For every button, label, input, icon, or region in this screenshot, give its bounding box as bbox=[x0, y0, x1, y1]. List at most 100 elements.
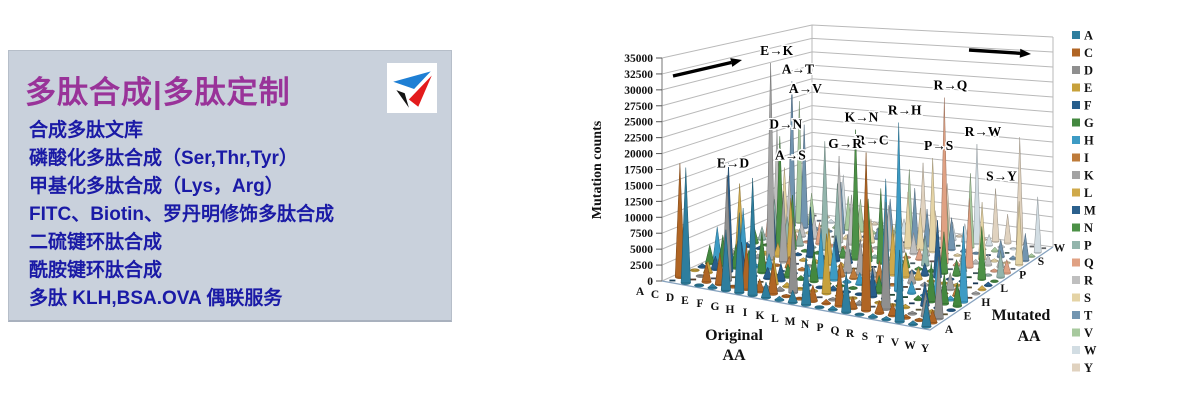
original-aa-letter: V bbox=[891, 337, 900, 349]
cone bbox=[795, 274, 807, 280]
legend-swatch bbox=[1072, 346, 1080, 354]
cone bbox=[1003, 214, 1012, 244]
legend-label: C bbox=[1084, 46, 1093, 60]
mutated-aa-letter: A bbox=[945, 324, 954, 336]
legend-item: R bbox=[1072, 274, 1094, 288]
cone bbox=[874, 299, 885, 314]
cone bbox=[694, 284, 704, 286]
company-logo bbox=[387, 63, 437, 113]
y-tick-label: 17500 bbox=[624, 165, 653, 177]
y-tick-label: 25000 bbox=[624, 117, 653, 129]
cone bbox=[989, 268, 1000, 272]
legend-item: N bbox=[1072, 221, 1093, 235]
legend-label: Q bbox=[1084, 256, 1094, 270]
legend-item: Q bbox=[1072, 256, 1094, 270]
legend-label: W bbox=[1084, 344, 1097, 358]
cone bbox=[781, 293, 792, 297]
original-aa-letter: D bbox=[666, 292, 674, 304]
cone bbox=[697, 263, 708, 268]
legend-label: E bbox=[1084, 81, 1092, 95]
cone bbox=[977, 226, 987, 280]
legend-item: Y bbox=[1072, 361, 1093, 375]
original-aa-letter: F bbox=[696, 298, 703, 310]
legend-label: M bbox=[1084, 204, 1096, 218]
cone bbox=[903, 191, 913, 249]
cone bbox=[680, 167, 691, 284]
cone bbox=[880, 315, 892, 320]
cone bbox=[874, 275, 884, 293]
peak-label: R→W bbox=[965, 124, 1002, 139]
legend-swatch bbox=[1072, 118, 1080, 127]
cone bbox=[826, 218, 836, 223]
cone bbox=[991, 188, 1000, 242]
legend-swatch bbox=[1072, 136, 1080, 144]
legend-item: S bbox=[1072, 291, 1091, 305]
cone bbox=[926, 262, 936, 302]
legend-swatch bbox=[1072, 188, 1080, 197]
legend-label: R bbox=[1084, 274, 1094, 288]
cone bbox=[973, 144, 981, 244]
legend-item: P bbox=[1072, 239, 1092, 253]
legend-swatch bbox=[1072, 293, 1080, 302]
legend-swatch bbox=[1072, 276, 1080, 284]
cone bbox=[766, 63, 776, 260]
cone bbox=[970, 290, 982, 294]
cone bbox=[821, 233, 832, 294]
original-aa-letter: G bbox=[711, 301, 720, 313]
service-item: 甲基化多肽合成（Lys，Arg） bbox=[29, 176, 284, 197]
logo-triangle-red bbox=[408, 75, 432, 107]
cone bbox=[990, 279, 999, 282]
cone bbox=[851, 129, 860, 260]
original-aa-title: AA bbox=[722, 347, 746, 364]
legend-label: H bbox=[1084, 134, 1094, 148]
peak-label: R→C bbox=[856, 132, 889, 147]
cone bbox=[952, 258, 961, 276]
legend-item: L bbox=[1072, 186, 1092, 200]
mutated-aa-letter: P bbox=[1019, 270, 1026, 282]
legend-label: A bbox=[1084, 29, 1093, 43]
cone bbox=[983, 253, 993, 266]
legend-item: D bbox=[1072, 64, 1093, 78]
y-axis-title: Mutation counts bbox=[590, 120, 605, 219]
cone bbox=[767, 262, 778, 295]
cone bbox=[829, 242, 839, 281]
legend-label: I bbox=[1084, 151, 1089, 165]
cone bbox=[906, 310, 918, 314]
cone bbox=[705, 244, 715, 264]
cone bbox=[867, 313, 879, 318]
peak-label: E→K bbox=[760, 43, 794, 58]
legend-label: N bbox=[1084, 221, 1093, 235]
y-tick-label: 7500 bbox=[630, 228, 653, 240]
cone bbox=[996, 250, 1005, 278]
cone bbox=[843, 234, 853, 273]
cone bbox=[861, 152, 872, 311]
legend-swatch bbox=[1072, 328, 1080, 337]
cone bbox=[901, 252, 910, 278]
legend-swatch bbox=[1072, 223, 1080, 232]
cone bbox=[907, 320, 919, 325]
legend-swatch bbox=[1072, 101, 1080, 109]
original-aa-letter: Q bbox=[831, 325, 840, 337]
cone bbox=[1009, 247, 1018, 250]
mutated-aa-title: AA bbox=[1017, 328, 1041, 345]
cone bbox=[855, 271, 865, 285]
cone bbox=[914, 317, 925, 321]
cone bbox=[801, 254, 812, 306]
mutated-aa-letter: H bbox=[981, 297, 990, 309]
peak-label: E→D bbox=[717, 155, 750, 170]
cone bbox=[827, 305, 839, 310]
peak-label: D→N bbox=[769, 116, 802, 131]
cone bbox=[958, 226, 969, 303]
y-tick-label: 20000 bbox=[624, 149, 653, 161]
cone bbox=[915, 247, 924, 260]
cone bbox=[894, 249, 905, 323]
cone bbox=[971, 258, 981, 264]
cone bbox=[690, 268, 700, 271]
original-aa-letter: R bbox=[846, 328, 855, 340]
y-tick-label: 2500 bbox=[630, 260, 653, 272]
cone bbox=[990, 246, 1000, 252]
cone bbox=[778, 191, 788, 262]
cone bbox=[947, 217, 956, 250]
cones bbox=[674, 63, 1042, 329]
cone bbox=[847, 295, 858, 309]
